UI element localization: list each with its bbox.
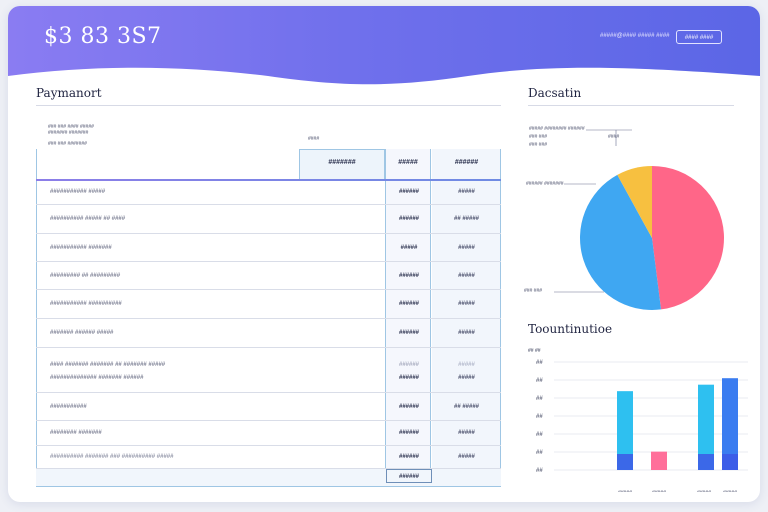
row-value-a: ###### bbox=[398, 430, 420, 436]
row-value-b: ##### bbox=[458, 375, 475, 381]
totals-bar-chart: ################################## bbox=[536, 360, 748, 492]
payment-title: Paymanort bbox=[36, 86, 102, 100]
donation-pie-chart bbox=[554, 129, 725, 310]
pie-slice[interactable] bbox=[652, 166, 725, 310]
row-name: ########### ####### bbox=[50, 245, 112, 251]
header-banner: $3 83 3S7 #####@#### ##### #### #### ###… bbox=[8, 6, 760, 92]
table-col-tag: #### bbox=[308, 136, 320, 142]
table-row[interactable]: #### ####### ####### ## ####### ##### ##… bbox=[36, 348, 501, 393]
row-value-b: ##### bbox=[458, 430, 475, 436]
column-header[interactable]: ####### bbox=[328, 159, 356, 166]
row-name: ########### ########## bbox=[50, 301, 122, 307]
totals-unit: ## ## bbox=[528, 348, 541, 354]
row-value-a: ###### bbox=[398, 404, 420, 410]
bar[interactable] bbox=[651, 451, 667, 470]
x-tick-label: ##### bbox=[652, 490, 666, 492]
table-border bbox=[36, 486, 501, 487]
row-value-b: ##### bbox=[458, 273, 475, 279]
table-header-divider bbox=[36, 179, 501, 181]
y-tick-label: ## bbox=[536, 396, 543, 402]
row-name: ########### ##### bbox=[50, 189, 106, 195]
payment-table: ### ### #### ##### ####### ####### ### #… bbox=[36, 124, 501, 487]
dashboard-card: $3 83 3S7 #####@#### ##### #### #### ###… bbox=[8, 6, 760, 502]
table-row[interactable]: ########### ####### ##### ##### bbox=[36, 234, 501, 262]
pie-label: ### ### bbox=[529, 134, 548, 140]
row-value-b: ##### bbox=[458, 454, 475, 460]
row-name: ########## ##### ## #### bbox=[50, 216, 126, 222]
pie-slice[interactable] bbox=[580, 174, 662, 310]
row-value-a: ###### bbox=[398, 273, 420, 279]
y-tick-label: ## bbox=[536, 414, 543, 420]
pie-label: #### bbox=[608, 134, 620, 140]
table-row[interactable]: ########### ##### ###### ##### bbox=[36, 181, 501, 205]
table-row[interactable]: ######## ####### ###### ##### bbox=[36, 421, 501, 446]
table-row[interactable]: ######### ## ######### ###### ##### bbox=[36, 262, 501, 290]
column-header[interactable]: ###### bbox=[454, 159, 479, 166]
bar-segment bbox=[698, 454, 714, 470]
bar[interactable] bbox=[722, 378, 738, 470]
bar-segment bbox=[722, 454, 738, 470]
row-value-a: ##### bbox=[400, 245, 418, 251]
table-meta-line: ####### ####### bbox=[48, 130, 89, 136]
header-wave bbox=[8, 67, 760, 92]
x-tick-label: ##### bbox=[723, 490, 737, 492]
bar[interactable] bbox=[617, 391, 633, 470]
row-name: ######## ####### bbox=[50, 430, 102, 436]
row-value-a: ###### bbox=[398, 454, 420, 460]
row-value-b: ##### bbox=[458, 330, 475, 336]
header-meta: #####@#### ##### #### bbox=[600, 33, 670, 39]
y-tick-label: ## bbox=[536, 360, 543, 366]
row-value-a: ###### bbox=[398, 189, 420, 195]
pie-label: ##### ######## ###### bbox=[529, 126, 585, 132]
row-value-b: ##### bbox=[458, 362, 475, 368]
donation-title: Dacsatin bbox=[528, 86, 582, 100]
row-value-b: ##### bbox=[458, 245, 475, 251]
row-value-b: ##### bbox=[458, 189, 475, 195]
row-name: ######### ## ######### bbox=[50, 273, 121, 279]
pie-slice[interactable] bbox=[617, 166, 652, 238]
column-header[interactable]: ##### bbox=[398, 159, 418, 166]
row-name: ########## ####### ### ########## ##### bbox=[50, 454, 174, 460]
pie-label: ###### ####### bbox=[526, 181, 564, 187]
y-tick-label: ## bbox=[536, 450, 543, 456]
table-meta-line: ### ### ####### bbox=[48, 141, 87, 147]
pie-label: ### ### bbox=[524, 288, 543, 294]
y-tick-label: ## bbox=[536, 468, 543, 474]
row-value-a: ###### bbox=[398, 330, 420, 336]
row-value-a: ###### bbox=[398, 362, 420, 368]
row-name: #### ####### ####### ## ####### ##### bbox=[50, 362, 166, 368]
x-tick-label: ##### bbox=[618, 490, 632, 492]
row-value-a: ###### bbox=[398, 301, 420, 307]
table-row[interactable]: ########### ###### ## ##### bbox=[36, 393, 501, 421]
y-tick-label: ## bbox=[536, 432, 543, 438]
row-value-b: ##### bbox=[458, 301, 475, 307]
brand-logo: $3 83 3S7 bbox=[44, 24, 162, 49]
table-meta-line: ### ### #### ##### bbox=[48, 124, 94, 130]
row-value-a: ###### bbox=[386, 469, 432, 483]
pie-label: ### ### bbox=[529, 142, 548, 148]
row-name: ####### ###### ##### bbox=[50, 330, 114, 336]
row-value-b: ## ##### bbox=[453, 404, 480, 410]
row-value-b: ## ##### bbox=[453, 216, 480, 222]
table-row[interactable]: ###### bbox=[36, 469, 501, 486]
table-row[interactable]: ########## ####### ### ########## ##### … bbox=[36, 446, 501, 469]
bar[interactable] bbox=[698, 384, 714, 470]
x-tick-label: ##### bbox=[697, 490, 711, 492]
payment-rule bbox=[36, 105, 501, 106]
header-button[interactable]: #### #### bbox=[676, 30, 722, 44]
y-tick-label: ## bbox=[536, 378, 543, 384]
totals-title: Toountinutioe bbox=[528, 322, 613, 336]
row-name: ########### bbox=[50, 404, 87, 410]
donation-rule bbox=[528, 105, 734, 106]
table-row[interactable]: ####### ###### ##### ###### ##### bbox=[36, 319, 501, 348]
row-value-a: ###### bbox=[398, 375, 420, 381]
row-value-a: ###### bbox=[398, 216, 420, 222]
bar-segment bbox=[617, 454, 633, 470]
table-row[interactable]: ########### ########## ###### ##### bbox=[36, 290, 501, 319]
table-row[interactable]: ########## ##### ## #### ###### ## ##### bbox=[36, 205, 501, 234]
row-name-secondary: ############## ####### ###### bbox=[50, 375, 144, 381]
